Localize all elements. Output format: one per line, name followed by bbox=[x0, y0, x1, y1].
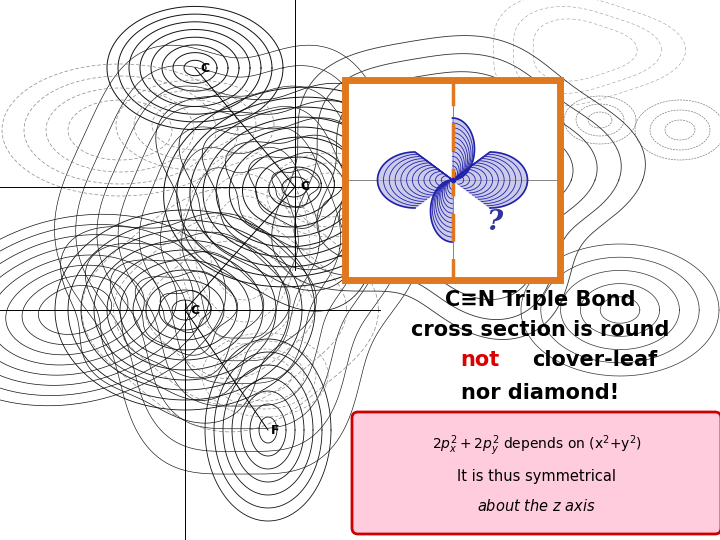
Text: It is thus symmetrical: It is thus symmetrical bbox=[457, 469, 616, 483]
Text: clover-leaf: clover-leaf bbox=[532, 350, 657, 370]
Text: $2p_x^2 + 2p_y^2$ depends on (x$^2$+y$^2$): $2p_x^2 + 2p_y^2$ depends on (x$^2$+y$^2… bbox=[431, 434, 642, 458]
Text: C: C bbox=[190, 303, 199, 316]
Polygon shape bbox=[377, 152, 452, 208]
Text: nor diamond!: nor diamond! bbox=[461, 383, 619, 403]
Polygon shape bbox=[452, 152, 528, 208]
Text: not: not bbox=[460, 350, 500, 370]
Text: about the $z$ axis: about the $z$ axis bbox=[477, 498, 596, 514]
Bar bbox=[345, 80, 560, 280]
Text: F: F bbox=[271, 423, 279, 436]
Text: C: C bbox=[200, 62, 209, 75]
Text: cross section is round: cross section is round bbox=[411, 320, 669, 340]
Polygon shape bbox=[431, 180, 452, 242]
Text: C: C bbox=[300, 180, 309, 193]
Polygon shape bbox=[452, 118, 474, 180]
Bar bbox=[345, 80, 560, 280]
FancyBboxPatch shape bbox=[352, 412, 720, 534]
Text: ?: ? bbox=[487, 208, 503, 235]
Text: C≡N Triple Bond: C≡N Triple Bond bbox=[445, 290, 635, 310]
